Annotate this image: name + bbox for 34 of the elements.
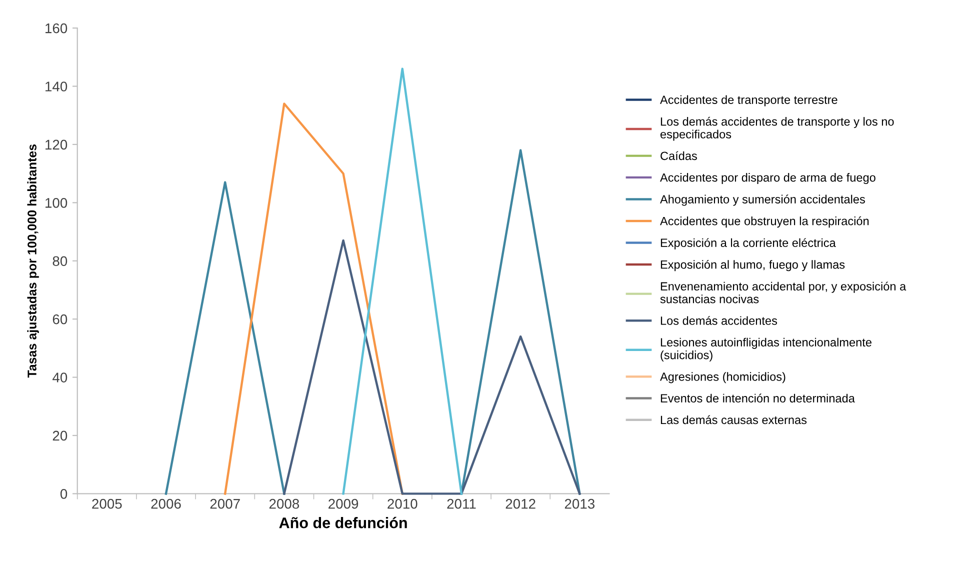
x-tick-label: 2009	[328, 498, 358, 509]
legend-label: Las demás causas externas	[660, 415, 807, 424]
x-tick-label: 2008	[269, 498, 300, 509]
legend-label: Exposición a la corriente eléctrica	[660, 238, 836, 250]
x-tick-label: 2010	[388, 498, 418, 509]
legend-label: Lesiones autoinfligidas intencionalmente (suicidios)	[660, 338, 872, 362]
legend-label: Los demás accidentes	[660, 316, 778, 325]
y-tick-label: 120	[46, 140, 68, 150]
x-tick-label: 2013	[564, 498, 595, 509]
x-tick-label: 2007	[210, 498, 240, 509]
x-axis-title: Año de defunción	[279, 516, 407, 528]
legend-label: Caídas	[660, 151, 697, 160]
legend-label: Agresiones (homicidios)	[660, 372, 786, 384]
legend-label: Accidentes de transporte terrestre	[660, 95, 838, 106]
y-tick-label: 60	[52, 314, 68, 324]
y-tick-label: 0	[60, 489, 68, 499]
legend-label: Ahogamiento y sumersión accidentales	[660, 194, 865, 206]
y-tick-label: 80	[52, 256, 68, 266]
x-tick-label: 2005	[92, 498, 122, 509]
y-tick-label: 100	[46, 198, 68, 208]
x-tick-label: 2006	[151, 498, 181, 509]
legend-label: Los demás accidentes de transporte y los no especificados	[660, 116, 894, 141]
y-tick-label: 40	[52, 372, 68, 382]
x-tick-label: 2012	[506, 498, 536, 509]
legend-label: Accidentes por disparo de arma de fuego	[660, 173, 876, 184]
y-tick-label: 20	[52, 430, 68, 441]
y-tick-label: 140	[46, 82, 68, 92]
x-tick-label: 2011	[447, 498, 476, 509]
legend-label: Accidentes que obstruyen la respiración	[660, 216, 869, 228]
legend-label: Eventos de intención no determinada	[660, 394, 855, 402]
y-axis-title: Tasas ajustadas por 100,000 habitantes	[27, 144, 39, 378]
y-tick-label: 160	[46, 23, 68, 34]
legend-label: Envenenamiento accidental por, y exposición a sustancias nocivas	[660, 282, 906, 304]
legend-label: Exposición al humo, fuego y llamas	[660, 260, 845, 272]
